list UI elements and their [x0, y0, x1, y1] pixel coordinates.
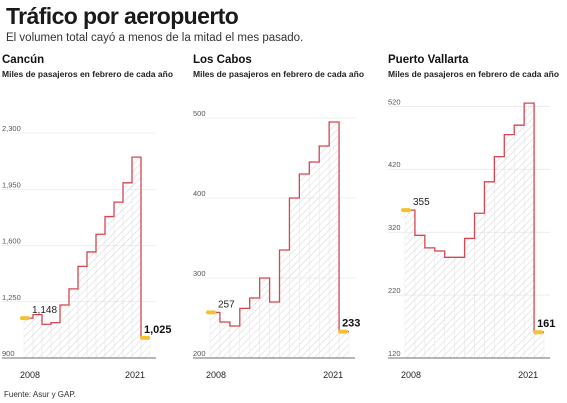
y-tick-label: 1,600 — [2, 237, 21, 246]
chart-subtitle: Miles de pasajeros en febrero de cada añ… — [193, 69, 364, 79]
bar-2019 — [319, 145, 330, 359]
bar-2017 — [104, 216, 115, 359]
bar-2010 — [424, 247, 435, 359]
y-tick-label: 400 — [193, 189, 206, 198]
y-tick-label: 1,950 — [2, 180, 21, 189]
x-tick-label-end: 2021 — [125, 370, 145, 380]
bar-2009 — [414, 235, 426, 359]
bar-2015 — [86, 251, 97, 359]
bar-2019 — [122, 182, 133, 359]
first-value-label: 257 — [218, 299, 235, 310]
bar-2021 — [533, 332, 545, 359]
y-tick-label: 500 — [193, 109, 206, 118]
bar-2018 — [113, 201, 124, 359]
last-value-label: 1,025 — [144, 324, 172, 336]
y-tick-label: 200 — [193, 349, 206, 358]
x-tick-label-start: 2008 — [20, 370, 40, 380]
chart-cancún: Cancún Miles de pasajeros en febrero de c… — [2, 54, 173, 380]
bar-2014 — [464, 238, 475, 359]
bar-2020 — [523, 102, 535, 359]
bar-2016 — [484, 181, 495, 359]
first-value-label: 355 — [413, 197, 430, 208]
bar-2014 — [77, 266, 88, 359]
bar-2015 — [279, 249, 290, 359]
chart-title: Puerto Vallarta — [388, 54, 469, 66]
bar-2021 — [338, 331, 350, 359]
first-value-label: 1,148 — [32, 305, 57, 316]
x-tick-label-end: 2021 — [323, 370, 343, 380]
bar-2013 — [454, 257, 465, 359]
bar-2011 — [50, 322, 61, 359]
bar-2012 — [444, 257, 455, 359]
bar-2017 — [494, 156, 505, 359]
bar-2010 — [229, 325, 240, 359]
bar-2014 — [269, 301, 280, 359]
chart-title: Cancún — [2, 54, 44, 66]
bar-2008 — [404, 209, 416, 359]
y-tick-label: 420 — [388, 160, 401, 169]
x-tick-label-start: 2008 — [206, 370, 226, 380]
bar-2020 — [131, 156, 142, 359]
page-title: Tráfico por aeropuerto — [6, 3, 239, 29]
highlight-marker-last — [338, 329, 349, 334]
bar-2015 — [474, 213, 485, 359]
y-tick-label: 1,250 — [2, 293, 21, 302]
y-tick-label: 220 — [388, 286, 401, 295]
highlight-marker-first — [401, 208, 411, 213]
step-line — [210, 121, 349, 333]
y-tick-label: 300 — [193, 269, 206, 278]
bar-2021 — [140, 337, 151, 359]
bar-2012 — [249, 297, 260, 359]
y-tick-label: 120 — [388, 349, 401, 358]
highlight-marker-last — [140, 335, 150, 340]
bar-2013 — [68, 288, 79, 359]
bar-2020 — [328, 121, 340, 359]
page-subtitle: El volumen total cayó a menos de la mita… — [6, 32, 304, 44]
bar-2008 — [23, 317, 34, 359]
bar-2011 — [239, 308, 250, 359]
bar-2011 — [434, 250, 445, 359]
highlight-marker-first — [206, 310, 216, 315]
bar-2010 — [41, 324, 52, 359]
chart-title: Los Cabos — [193, 54, 252, 66]
chart-subtitle: Miles de pasajeros en febrero de cada añ… — [388, 69, 559, 79]
y-tick-label: 520 — [388, 97, 401, 106]
y-tick-label: 320 — [388, 223, 401, 232]
last-value-label: 161 — [537, 318, 555, 330]
step-line — [405, 102, 544, 333]
bar-2018 — [309, 161, 320, 359]
chart-subtitle: Miles de pasajeros en febrero de cada añ… — [2, 69, 173, 79]
bar-2012 — [59, 304, 70, 359]
bar-2016 — [95, 234, 106, 359]
last-value-label: 233 — [342, 318, 360, 330]
bar-2009 — [32, 314, 43, 359]
y-tick-label: 2,300 — [2, 124, 21, 133]
bar-2009 — [219, 321, 231, 359]
bar-2018 — [504, 134, 515, 359]
bar-2019 — [514, 124, 525, 359]
source-note: Fuente: Asur y GAP. — [4, 390, 76, 399]
x-tick-label-start: 2008 — [401, 370, 421, 380]
chart-los-cabos: Los Cabos Miles de pasajeros en febrero d… — [193, 54, 364, 380]
bar-2017 — [299, 173, 310, 359]
bar-2016 — [289, 197, 300, 359]
chart-puerto-vallarta: Puerto Vallarta Miles de pasajeros en feb… — [388, 54, 559, 380]
y-tick-label: 900 — [2, 349, 15, 358]
highlight-marker-first — [20, 316, 30, 321]
bar-2008 — [209, 312, 221, 359]
x-tick-label-end: 2021 — [518, 370, 538, 380]
step-line — [24, 156, 150, 339]
highlight-marker-last — [533, 330, 544, 335]
bar-2013 — [259, 277, 270, 359]
